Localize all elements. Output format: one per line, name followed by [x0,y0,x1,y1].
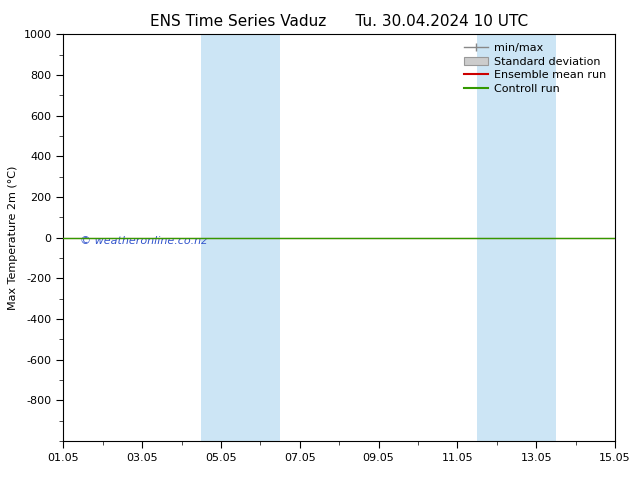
Bar [202,34,280,441]
Legend: min/max, Standard deviation, Ensemble mean run, Controll run: min/max, Standard deviation, Ensemble me… [460,40,609,97]
Y-axis label: Max Temperature 2m (°C): Max Temperature 2m (°C) [8,166,18,310]
Title: ENS Time Series Vaduz      Tu. 30.04.2024 10 UTC: ENS Time Series Vaduz Tu. 30.04.2024 10 … [150,14,528,29]
Text: © weatheronline.co.nz: © weatheronline.co.nz [80,236,207,245]
Bar [477,34,556,441]
